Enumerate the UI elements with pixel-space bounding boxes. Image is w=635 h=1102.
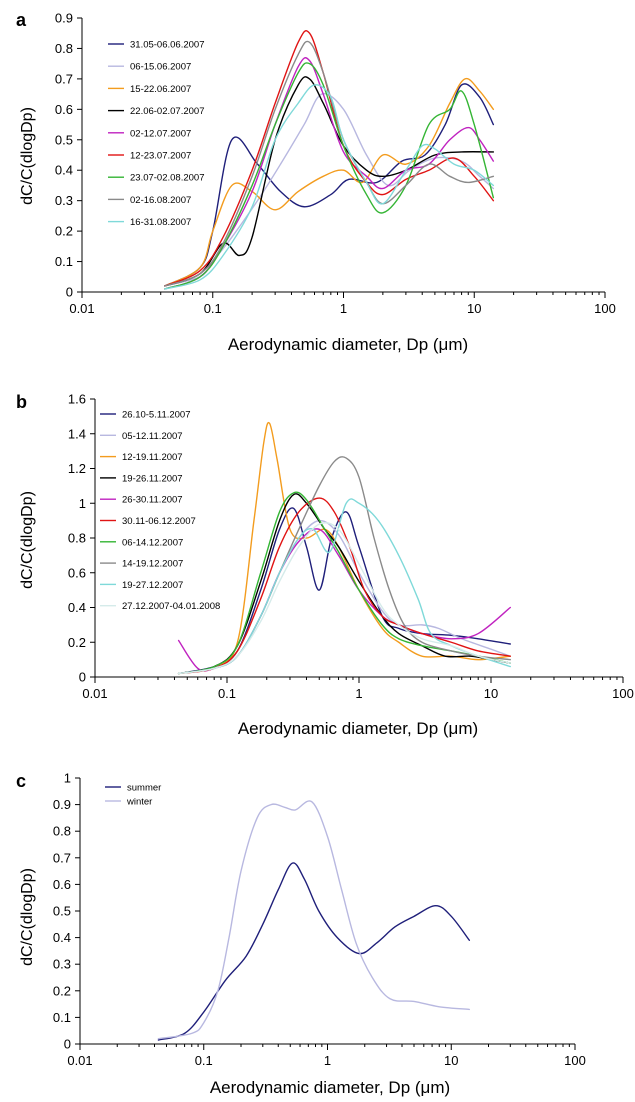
panel-a: a dC/C(dlogDp) Aerodynamic diameter, Dp …	[16, 10, 616, 354]
y-tick-label: 0.2	[53, 983, 71, 998]
series-line-b-9	[177, 522, 511, 675]
x-tick-label: 1	[340, 301, 347, 316]
legend-label: 15-22.06.2007	[130, 84, 191, 95]
y-tick-label: 0.1	[55, 254, 73, 269]
ylabel-c: dC/C(dlogDp)	[19, 868, 36, 966]
xlabel-b: Aerodynamic diameter, Dp (μm)	[238, 719, 478, 738]
legend-label: winter	[126, 797, 152, 808]
legend-label: 30.11-06.12.2007	[122, 516, 196, 527]
legend-label: 27.12.2007-04.01.2008	[122, 601, 220, 612]
x-tick-label: 10	[484, 686, 498, 701]
series-line-a-3	[164, 76, 495, 287]
series-line-b-8	[177, 498, 511, 675]
y-tick-label: 0.4	[68, 600, 86, 615]
legend-label: 19-26.11.2007	[122, 473, 183, 484]
legend-label: 31.05-06.06.2007	[130, 40, 204, 51]
x-tick-label: 0.01	[67, 1053, 92, 1068]
x-tick-label: 1	[355, 686, 362, 701]
legend-label: 05-12.11.2007	[122, 431, 183, 442]
y-tick-label: 0.9	[53, 797, 71, 812]
legend-label: summer	[127, 783, 161, 794]
series-line-b-2	[177, 421, 511, 675]
legend-label: 06-14.12.2007	[122, 537, 183, 548]
legend-label: 16-31.08.2007	[130, 217, 191, 228]
legend-label: 06-15.06.2007	[130, 62, 191, 73]
series-line-b-6	[177, 491, 511, 675]
series-line-b-3	[177, 493, 511, 675]
x-tick-label: 100	[612, 686, 634, 701]
x-tick-label: 1	[324, 1053, 331, 1068]
ylabel-b: dC/C(dlogDp)	[19, 491, 36, 589]
y-tick-label: 0.2	[68, 635, 86, 650]
y-tick-label: 0.8	[53, 824, 71, 839]
xlabel-a: Aerodynamic diameter, Dp (μm)	[228, 335, 468, 354]
x-tick-label: 0.01	[82, 686, 107, 701]
y-tick-label: 0.9	[55, 11, 73, 26]
xlabel-c: Aerodynamic diameter, Dp (μm)	[210, 1078, 450, 1097]
x-tick-label: 0.01	[69, 301, 94, 316]
panel-label-c: c	[16, 771, 26, 791]
legend-label: 02-16.08.2007	[130, 195, 191, 206]
y-tick-label: 0.7	[55, 71, 73, 86]
series-line-a-1	[164, 92, 495, 287]
series-line-a-4	[164, 57, 495, 290]
series-line-c-0	[157, 862, 471, 1041]
y-tick-label: 1.4	[68, 426, 86, 441]
legend-label: 22.06-02.07.2007	[130, 106, 204, 117]
series-line-b-5	[177, 497, 511, 675]
y-tick-label: 0.7	[53, 850, 71, 865]
legend-label: 02-12.07.2007	[130, 128, 191, 139]
y-tick-label: 1.2	[68, 461, 86, 476]
legend-label: 23.07-02.08.2007	[130, 173, 204, 184]
legend-label: 26-30.11.2007	[122, 495, 183, 506]
x-tick-label: 0.1	[195, 1053, 213, 1068]
x-tick-label: 10	[444, 1053, 458, 1068]
y-tick-label: 0.4	[55, 163, 73, 178]
series-line-a-2	[164, 77, 495, 287]
y-tick-label: 0.3	[53, 957, 71, 972]
y-tick-label: 0.4	[53, 930, 71, 945]
y-tick-label: 0.8	[55, 41, 73, 56]
y-tick-label: 0.8	[68, 531, 86, 546]
series-line-a-8	[164, 84, 495, 290]
x-tick-label: 10	[467, 301, 481, 316]
ylabel-a: dC/C(dlogDp)	[19, 107, 36, 205]
y-tick-label: 0	[64, 1037, 71, 1052]
x-tick-label: 0.1	[204, 301, 222, 316]
panel-label-a: a	[16, 10, 27, 30]
y-tick-label: 0.3	[55, 193, 73, 208]
legend-label: 19-27.12.2007	[122, 580, 183, 591]
y-tick-label: 0	[79, 670, 86, 685]
y-tick-label: 0	[66, 285, 73, 300]
y-tick-label: 0.6	[68, 565, 86, 580]
panel-c: c dC/C(dlogDp) Aerodynamic diameter, Dp …	[16, 771, 586, 1098]
series-line-a-5	[164, 30, 495, 287]
panel-label-b: b	[16, 392, 27, 412]
legend-label: 14-19.12.2007	[122, 559, 183, 570]
x-tick-label: 100	[564, 1053, 586, 1068]
series-line-a-7	[164, 40, 495, 287]
legend-label: 12-19.11.2007	[122, 452, 183, 463]
series-line-b-1	[177, 519, 511, 675]
y-tick-label: 0.2	[55, 224, 73, 239]
legend-label: 12-23.07.2007	[130, 151, 191, 162]
y-tick-label: 1	[64, 771, 71, 786]
panel-b: b dC/C(dlogDp) Aerodynamic diameter, Dp …	[16, 392, 634, 739]
series-line-c-1	[157, 800, 471, 1040]
y-tick-label: 0.5	[55, 132, 73, 147]
series-line-a-6	[164, 62, 495, 290]
x-tick-label: 0.1	[218, 686, 236, 701]
y-tick-label: 0.1	[53, 1010, 71, 1025]
y-tick-label: 0.6	[55, 102, 73, 117]
y-tick-label: 0.5	[53, 904, 71, 919]
legend-label: 26.10-5.11.2007	[122, 410, 191, 421]
x-tick-label: 100	[594, 301, 616, 316]
y-tick-label: 1.6	[68, 392, 86, 407]
y-tick-label: 0.6	[53, 877, 71, 892]
y-tick-label: 1	[79, 496, 86, 511]
